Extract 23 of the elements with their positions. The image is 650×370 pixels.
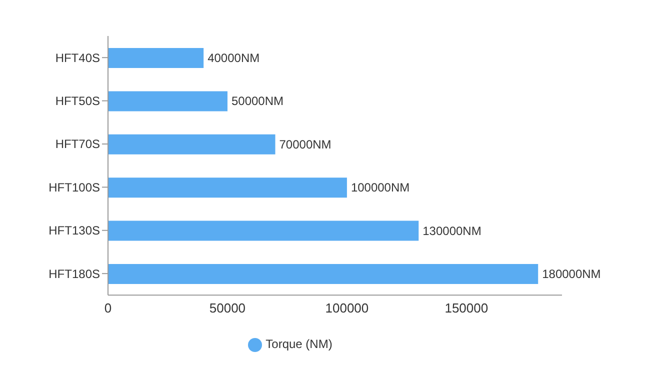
bar: [108, 48, 204, 68]
data-label: 50000NM: [231, 94, 284, 108]
data-label: 100000NM: [350, 180, 410, 195]
y-tick-label: HFT50S: [55, 94, 100, 108]
x-tick-label: 50000: [209, 300, 246, 316]
x-tick-label: 100000: [325, 300, 369, 316]
data-label: 40000NM: [208, 51, 260, 65]
legend-label: Torque (NM): [266, 337, 332, 352]
y-tick-label: HFT70S: [55, 137, 100, 152]
y-tick-label: HFT130S: [48, 224, 100, 238]
y-tick-label: HFT180S: [48, 266, 100, 281]
data-label: 180000NM: [542, 266, 601, 281]
y-tick-label: HFT100S: [48, 180, 100, 194]
bar: [108, 178, 347, 198]
y-tick-label: HFT40S: [55, 50, 100, 65]
bar: [108, 264, 538, 284]
x-tick-label: 0: [104, 300, 112, 316]
data-label: 130000NM: [422, 224, 482, 238]
x-tick-label: 150000: [444, 300, 488, 316]
bar: [108, 220, 419, 241]
data-label: 70000NM: [279, 137, 332, 152]
bar: [108, 91, 228, 112]
bar: [108, 134, 276, 154]
